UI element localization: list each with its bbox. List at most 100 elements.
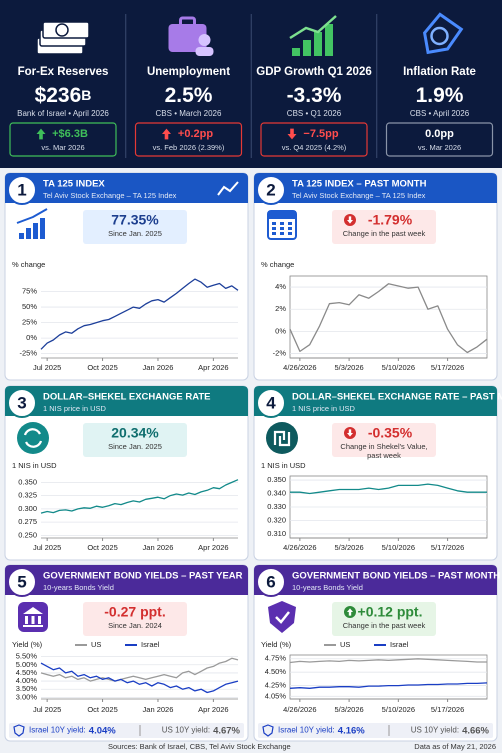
stat-value: 20.34%	[111, 425, 159, 441]
y-tick-label: 0.275	[18, 517, 37, 526]
y-axis-label: % change	[12, 260, 45, 269]
kpi-source: CBS • Q1 2026	[287, 109, 342, 118]
panel-number-badge	[7, 175, 37, 205]
panel-title: DOLLAR–SHEKEL EXCHANGE RATE – PAST MONTH	[292, 392, 502, 403]
stat-value: -0.35%	[368, 425, 413, 441]
panel-subtitle: 10-years Bonds Yield	[43, 583, 114, 592]
y-tick-label: -2%	[273, 349, 287, 358]
calendar-icon	[272, 222, 276, 225]
kpi-value: 2.5%	[165, 84, 213, 107]
briefcase-icon	[168, 24, 207, 52]
stat-label: Change in Shekel's Value,	[340, 442, 427, 451]
legend-label: US	[340, 640, 350, 649]
bank-icon	[23, 607, 43, 627]
x-tick-label: Jan 2026	[143, 543, 174, 552]
yield-label: US 10Y yield:	[162, 726, 210, 735]
bars-icon	[33, 223, 38, 239]
kpi-change: +$6.3B	[52, 128, 88, 140]
legend-label: US	[91, 640, 101, 649]
growth-bar	[314, 32, 322, 56]
kpi-source: Bank of Israel • April 2026	[17, 109, 109, 118]
stat-label: Since Jan. 2025	[108, 229, 162, 238]
arrow-icon	[36, 128, 46, 140]
x-tick-label: Oct 2025	[87, 705, 117, 714]
panel	[253, 172, 498, 381]
yield-value: 4.16%	[338, 725, 365, 736]
x-tick-label: Jan 2026	[143, 705, 174, 714]
calendar-icon	[280, 222, 284, 225]
yield-value: 4.67%	[213, 725, 240, 736]
y-tick-label: 0.310	[267, 529, 286, 538]
yield-bar	[9, 723, 244, 738]
line-series	[40, 657, 239, 682]
panel-subtitle: 1 NIS price in USD	[292, 404, 356, 413]
growth-arrow	[289, 15, 337, 40]
panel-header	[5, 565, 248, 595]
panel-number: 6	[266, 572, 275, 591]
panel-number: 3	[17, 393, 26, 412]
bars-icon	[19, 233, 24, 239]
y-tick-label: 75%	[22, 287, 37, 296]
y-axis-label: Yield (%)	[261, 640, 292, 649]
yield-bar	[258, 723, 493, 738]
y-tick-label: 0.340	[267, 489, 286, 498]
kpi-compare: vs. Mar 2026	[418, 143, 461, 152]
stat-box	[332, 423, 436, 457]
panel-header	[5, 173, 248, 203]
panel-number-badge	[7, 388, 37, 418]
kpi-value-unit: B	[81, 87, 91, 103]
y-tick-label: 0.350	[18, 477, 37, 486]
y-tick-label: 0%	[26, 333, 37, 342]
y-axis-label: 1 NIS in USD	[261, 461, 306, 470]
yield-israel: Israel 10Y yield: 4.04%	[29, 725, 116, 736]
yield-israel: Israel 10Y yield: 4.16%	[278, 725, 365, 736]
yield-us: US 10Y yield: 4.66%	[411, 725, 490, 736]
arrow-icon	[347, 429, 353, 437]
yield-value: 4.66%	[462, 725, 489, 736]
stat-value: -1.79%	[368, 212, 413, 228]
calendar-icon	[272, 232, 276, 235]
panel-header	[254, 173, 497, 203]
line-series	[290, 483, 487, 495]
panel-header	[5, 386, 248, 416]
y-tick-label: 4.50%	[16, 668, 38, 677]
stat-value: -0.27 ppt.	[104, 604, 165, 620]
tag-icon	[422, 12, 464, 55]
panel-number-badge	[256, 388, 286, 418]
kpi-value-number: 1.9%	[416, 84, 464, 107]
yield-value: 4.04%	[89, 725, 116, 736]
x-tick-label: 4/26/2026	[283, 363, 316, 372]
stat-label: Since Jan. 2024	[108, 621, 162, 630]
kpi-badge	[385, 122, 494, 157]
y-tick-label: 0%	[275, 326, 286, 335]
kpi-change: 0.0pp	[425, 128, 454, 140]
panel-header	[254, 565, 497, 595]
line-series	[289, 682, 488, 689]
panel-title: GOVERNMENT BOND YIELDS – PAST MONTH	[292, 571, 500, 582]
tag-icon	[430, 26, 449, 46]
yield-label: Israel 10Y yield:	[29, 726, 86, 735]
stat-box	[332, 210, 436, 244]
yield-us: US 10Y yield: 4.67%	[162, 725, 241, 736]
x-tick-label: Jul 2025	[33, 363, 61, 372]
y-tick-label: -25%	[19, 349, 37, 358]
x-tick-label: Jan 2026	[143, 363, 174, 372]
line-series	[40, 662, 239, 694]
kpi-value: 1.9%	[416, 84, 464, 107]
y-tick-label: 0.350	[267, 475, 286, 484]
kpi-title: GDP Growth Q1 2026	[256, 66, 371, 78]
kpi-badge	[134, 122, 243, 157]
bars-icon	[16, 208, 48, 224]
y-axis-label: 1 NIS in USD	[12, 461, 57, 470]
y-tick-label: 4.00%	[16, 676, 38, 685]
x-tick-label: 5/10/2026	[382, 363, 415, 372]
bars-icon	[40, 218, 45, 239]
kpi-value-number: $236	[35, 84, 82, 107]
panel-header	[254, 386, 497, 416]
growth-bar	[303, 40, 311, 56]
calendar-icon	[280, 227, 284, 230]
kpi-compare: vs. Feb 2026 (2.39%)	[153, 143, 225, 152]
yield-shield	[262, 724, 274, 737]
person-icon	[198, 34, 211, 46]
